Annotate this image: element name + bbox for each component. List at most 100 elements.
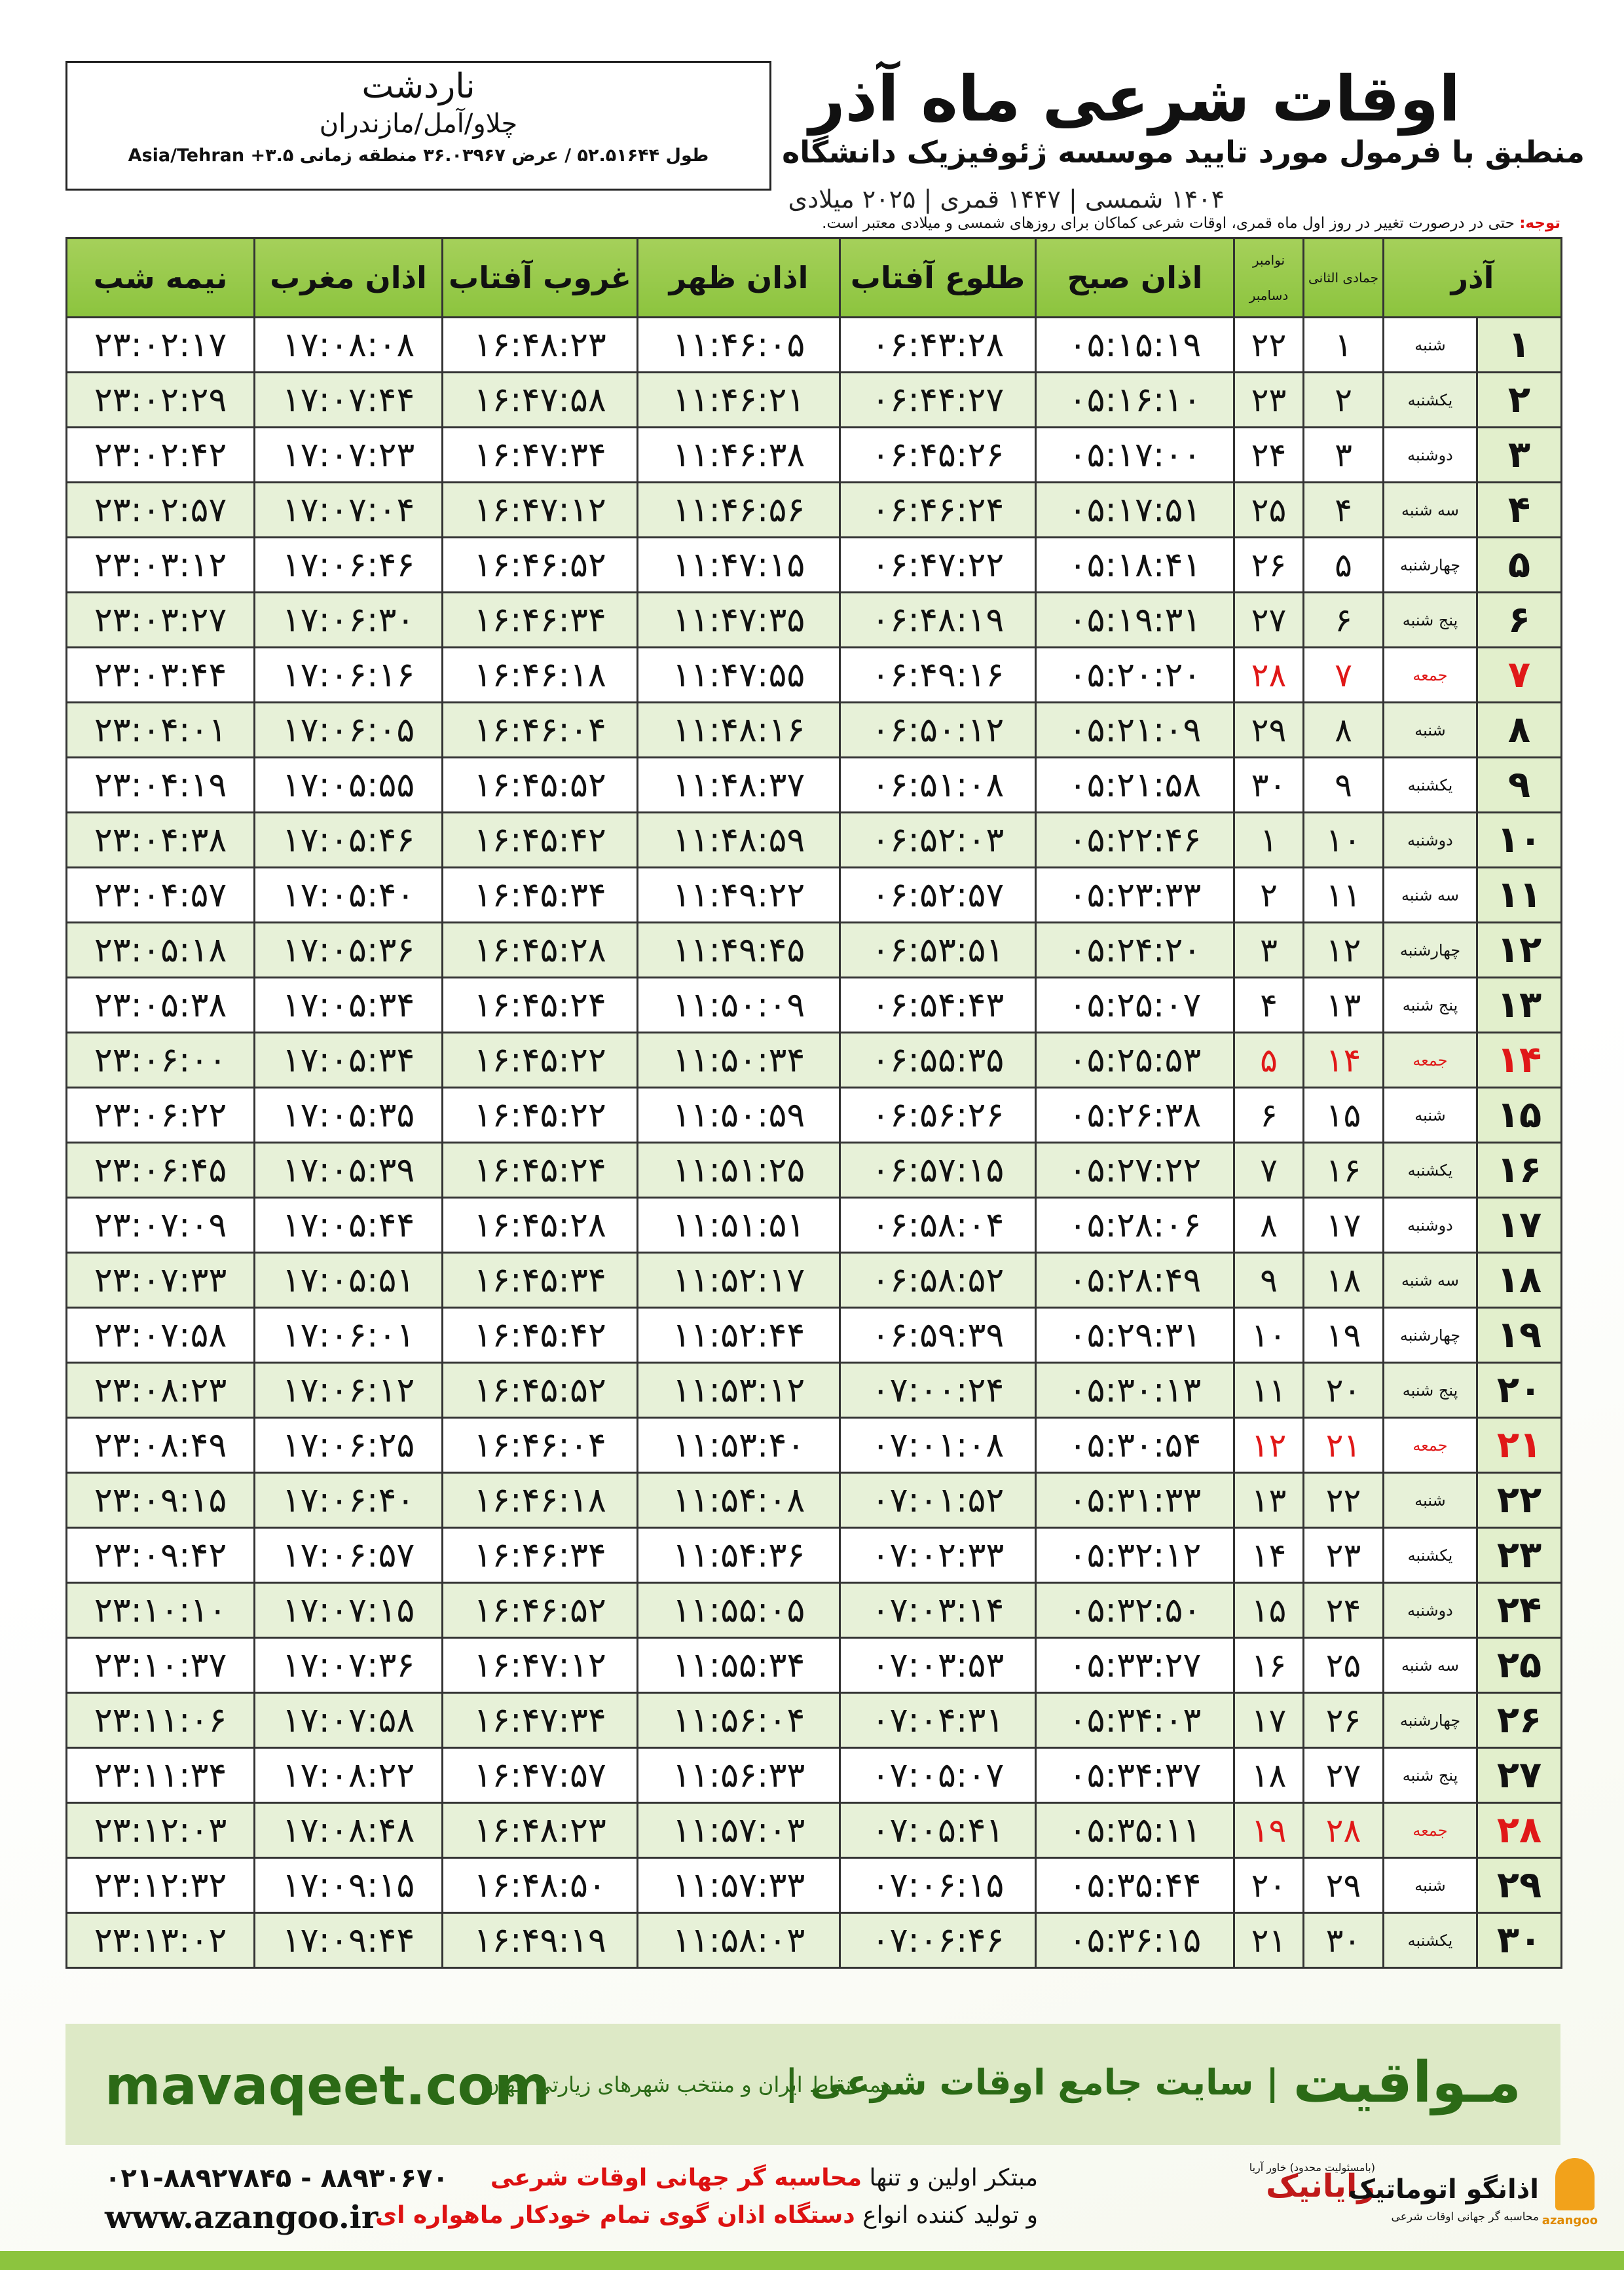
day: ۲۴ — [1476, 1582, 1563, 1639]
greg-day: ۲۸ — [1233, 646, 1304, 703]
time: ۰۶:۵۰:۱۲ — [839, 701, 1037, 758]
row: ۶ پنج شنبه ۶ ۲۷ ۰۵:۱۹:۳۱ ۰۶:۴۸:۱۹ ۱۱:۴۷:۳۵ ۱۶:۴… — [65, 591, 1563, 648]
header-time: طلوع آفتاب — [839, 237, 1037, 318]
weekday: شنبه — [1382, 1472, 1479, 1529]
row: ۴ سه شنبه ۴ ۲۵ ۰۵:۱۷:۵۱ ۰۶:۴۶:۲۴ ۱۱:۴۶:۵۶ ۱۶:۴۷… — [65, 481, 1563, 538]
header-day: آذر — [1382, 237, 1563, 318]
time: ۰۵:۳۵:۴۴ — [1035, 1857, 1235, 1914]
time: ۱۷:۰۷:۵۸ — [253, 1692, 443, 1749]
time: ۱۷:۰۵:۵۱ — [253, 1252, 443, 1309]
weekday: پنج شنبه — [1382, 1362, 1479, 1419]
time: ۰۶:۴۷:۲۲ — [839, 536, 1037, 593]
time: ۰۵:۱۷:۰۰ — [1035, 426, 1235, 483]
hijri-day: ۲۳ — [1302, 1527, 1384, 1584]
hijri-day: ۱۸ — [1302, 1252, 1384, 1309]
greg-day: ۲۴ — [1233, 426, 1304, 483]
time: ۱۱:۵۴:۳۶ — [637, 1527, 841, 1584]
time: ۱۷:۰۵:۳۶ — [253, 921, 443, 978]
time: ۱۷:۰۶:۲۵ — [253, 1417, 443, 1474]
header-row: آذر جمادی الثانی نوامبر دسامبر اذان صبح طل… — [65, 237, 1563, 318]
time: ۲۳:۰۴:۰۱ — [65, 701, 255, 758]
greg-day: ۲۷ — [1233, 591, 1304, 648]
day: ۲۶ — [1476, 1692, 1563, 1749]
greg-day: ۲۹ — [1233, 701, 1304, 758]
day: ۱۳ — [1476, 977, 1563, 1033]
hijri-day: ۲۴ — [1302, 1582, 1384, 1639]
row: ۲۲ شنبه ۲۲ ۱۳ ۰۵:۳۱:۳۳ ۰۷:۰۱:۵۲ ۱۱:۵۴:۰۸ ۱۶:۴۶:… — [65, 1472, 1563, 1529]
hijri-day: ۱۲ — [1302, 921, 1384, 978]
time: ۲۳:۰۴:۳۸ — [65, 811, 255, 868]
time: ۰۵:۳۴:۳۷ — [1035, 1747, 1235, 1804]
time: ۰۵:۱۶:۱۰ — [1035, 371, 1235, 428]
time: ۱۷:۰۵:۳۴ — [253, 977, 443, 1033]
time: ۰۵:۳۰:۱۳ — [1035, 1362, 1235, 1419]
time: ۱۱:۵۷:۰۳ — [637, 1802, 841, 1859]
time: ۱۱:۵۴:۰۸ — [637, 1472, 841, 1529]
time: ۲۳:۱۰:۱۰ — [65, 1582, 255, 1639]
hijri-day: ۱ — [1302, 316, 1384, 373]
day: ۸ — [1476, 701, 1563, 758]
greg-day: ۱۲ — [1233, 1417, 1304, 1474]
time: ۰۵:۲۳:۳۳ — [1035, 866, 1235, 923]
time: ۱۱:۴۷:۱۵ — [637, 536, 841, 593]
row: ۲۴ دوشنبه ۲۴ ۱۵ ۰۵:۳۲:۵۰ ۰۷:۰۳:۱۴ ۱۱:۵۵:۰۵ ۱۶:۴… — [65, 1582, 1563, 1639]
website: www.azangoo.ir — [105, 2199, 378, 2236]
time: ۰۵:۲۵:۵۳ — [1035, 1032, 1235, 1088]
time: ۱۶:۴۶:۵۲ — [441, 536, 638, 593]
time: ۰۶:۴۴:۲۷ — [839, 371, 1037, 428]
promo-line: و تولید کننده انواع دستگاه اذان گوی تمام… — [375, 2202, 1038, 2229]
time: ۱۶:۴۶:۰۴ — [441, 1417, 638, 1474]
time: ۲۳:۰۲:۵۷ — [65, 481, 255, 538]
day: ۱۰ — [1476, 811, 1563, 868]
hijri-day: ۱۵ — [1302, 1087, 1384, 1144]
time: ۱۶:۴۸:۵۰ — [441, 1857, 638, 1914]
greg-day: ۱ — [1233, 811, 1304, 868]
time: ۰۷:۰۶:۱۵ — [839, 1857, 1037, 1914]
time: ۱۷:۰۵:۴۰ — [253, 866, 443, 923]
time: ۰۵:۳۰:۵۴ — [1035, 1417, 1235, 1474]
hijri-day: ۲۱ — [1302, 1417, 1384, 1474]
greg-day: ۱۵ — [1233, 1582, 1304, 1639]
weekday: جمعه — [1382, 1802, 1479, 1859]
time: ۰۷:۰۰:۲۴ — [839, 1362, 1037, 1419]
time: ۱۷:۰۶:۰۱ — [253, 1307, 443, 1364]
time: ۰۵:۲۸:۴۹ — [1035, 1252, 1235, 1309]
time: ۱۶:۴۸:۲۳ — [441, 1802, 638, 1859]
time: ۰۵:۲۱:۵۸ — [1035, 756, 1235, 813]
weekday: یکشنبه — [1382, 1527, 1479, 1584]
time: ۰۶:۵۲:۵۷ — [839, 866, 1037, 923]
time: ۰۶:۵۸:۵۲ — [839, 1252, 1037, 1309]
hijri-day: ۷ — [1302, 646, 1384, 703]
day: ۳۰ — [1476, 1912, 1563, 1969]
time: ۰۵:۲۶:۳۸ — [1035, 1087, 1235, 1144]
time: ۰۷:۰۲:۳۳ — [839, 1527, 1037, 1584]
logo-note: (بامسئولیت محدود) خاور آریا — [1249, 2161, 1375, 2174]
time: ۱۷:۰۶:۰۵ — [253, 701, 443, 758]
time: ۱۱:۴۶:۲۱ — [637, 371, 841, 428]
row: ۲۰ پنج شنبه ۲۰ ۱۱ ۰۵:۳۰:۱۳ ۰۷:۰۰:۲۴ ۱۱:۵۳:۱۲ ۱۶… — [65, 1362, 1563, 1419]
row: ۲۵ سه شنبه ۲۵ ۱۶ ۰۵:۳۳:۲۷ ۰۷:۰۳:۵۳ ۱۱:۵۵:۳۴ ۱۶:… — [65, 1637, 1563, 1694]
weekday: چهارشنبه — [1382, 536, 1479, 593]
weekday: چهارشنبه — [1382, 1307, 1479, 1364]
time: ۰۶:۵۸:۰۴ — [839, 1197, 1037, 1254]
day: ۱۸ — [1476, 1252, 1563, 1309]
header-greg: نوامبر دسامبر — [1233, 237, 1304, 318]
hijri-day: ۴ — [1302, 481, 1384, 538]
footer-bar — [0, 2251, 1624, 2270]
time: ۲۳:۱۰:۳۷ — [65, 1637, 255, 1694]
time: ۱۶:۴۵:۵۲ — [441, 756, 638, 813]
time: ۱۱:۵۰:۵۹ — [637, 1087, 841, 1144]
logo-azangoo: اذانگو اتوماتیک — [1348, 2174, 1539, 2205]
row: ۳۰ یکشنبه ۳۰ ۲۱ ۰۵:۳۶:۱۵ ۰۷:۰۶:۴۶ ۱۱:۵۸:۰۳ ۱۶:۴… — [65, 1912, 1563, 1969]
greg-day: ۱۱ — [1233, 1362, 1304, 1419]
weekday: شنبه — [1382, 1857, 1479, 1914]
time: ۱۱:۵۱:۵۱ — [637, 1197, 841, 1254]
header-hijri: جمادی الثانی — [1302, 237, 1384, 318]
row: ۸ شنبه ۸ ۲۹ ۰۵:۲۱:۰۹ ۰۶:۵۰:۱۲ ۱۱:۴۸:۱۶ ۱۶:۴۶:۰۴… — [65, 701, 1563, 758]
slogan-sub: همه نقاط ایران و منتخب شهرهای زیارتی جها… — [484, 2072, 893, 2097]
header-time: غروب آفتاب — [441, 237, 638, 318]
greg-day: ۲۶ — [1233, 536, 1304, 593]
time: ۰۵:۳۵:۱۱ — [1035, 1802, 1235, 1859]
time: ۰۵:۲۱:۰۹ — [1035, 701, 1235, 758]
time: ۰۶:۵۷:۱۵ — [839, 1142, 1037, 1199]
